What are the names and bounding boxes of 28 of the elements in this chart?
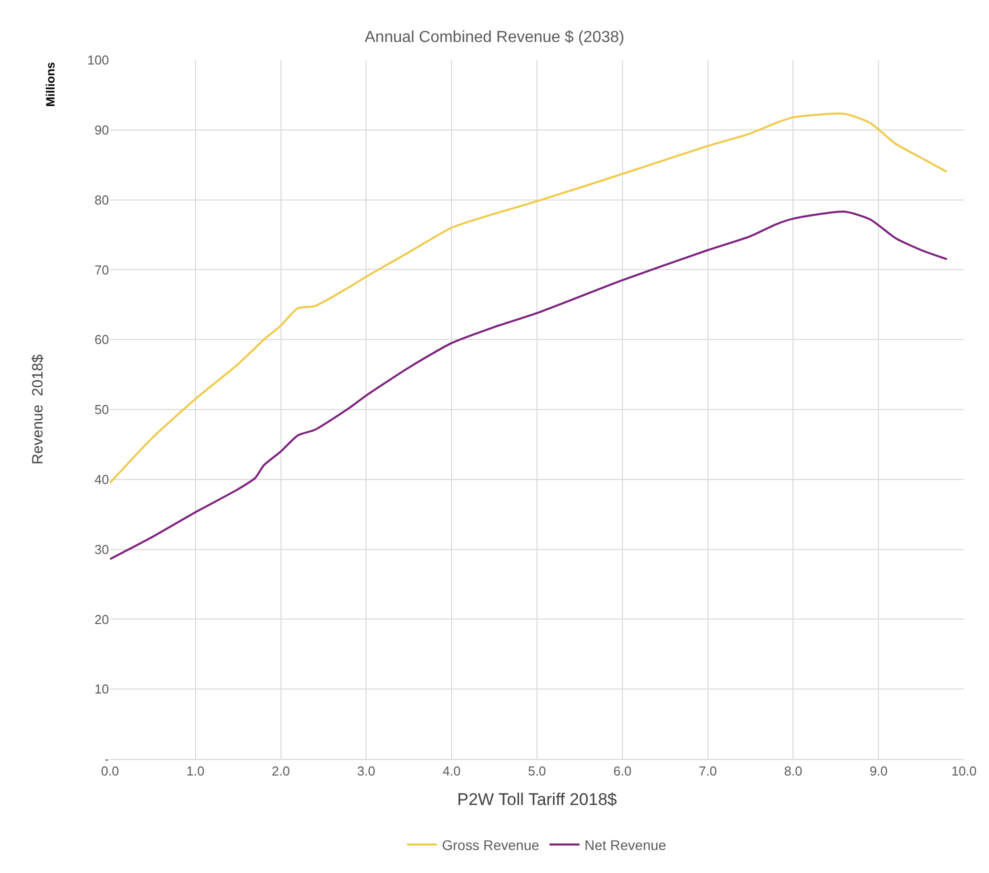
y-tick-label: 70 — [94, 262, 109, 278]
text: Millions — [44, 62, 58, 107]
x-tick-label: 10.0 — [951, 764, 977, 779]
x-tick-label: 7.0 — [698, 764, 717, 779]
x-tick-label: 9.0 — [870, 764, 888, 779]
y-tick-label: 40 — [94, 472, 109, 487]
legend-label: Net Revenue — [584, 836, 666, 853]
y-tick-label: 80 — [94, 192, 109, 208]
x-tick-label: 3.0 — [357, 764, 376, 779]
x-tick-label: 1.0 — [186, 764, 204, 779]
x-tick-label: 4.0 — [442, 764, 461, 779]
chart-title: Annual Combined Revenue $ (2038) — [364, 28, 624, 46]
x-tick-label: 2.0 — [272, 764, 290, 779]
y-axis-title: Revenue 2018$ — [30, 354, 47, 465]
y-tick-label: 100 — [87, 52, 109, 68]
y-tick-label: 30 — [94, 542, 109, 557]
y-tick-label: 20 — [94, 612, 109, 627]
line-series — [110, 112, 948, 484]
legend-label: Gross Revenue — [442, 836, 540, 853]
line-series — [110, 210, 948, 560]
y-tick-label: 60 — [94, 332, 109, 348]
x-tick-label: 8.0 — [784, 764, 802, 779]
x-tick-label: 5.0 — [528, 764, 546, 779]
x-axis-title: P2W Toll Tariff 2018$ — [457, 790, 618, 809]
x-tick-label: 6.0 — [613, 764, 632, 779]
y-tick-label: 90 — [94, 122, 109, 138]
y-tick-label: 50 — [94, 402, 109, 418]
y-tick-label: 10 — [94, 682, 109, 697]
